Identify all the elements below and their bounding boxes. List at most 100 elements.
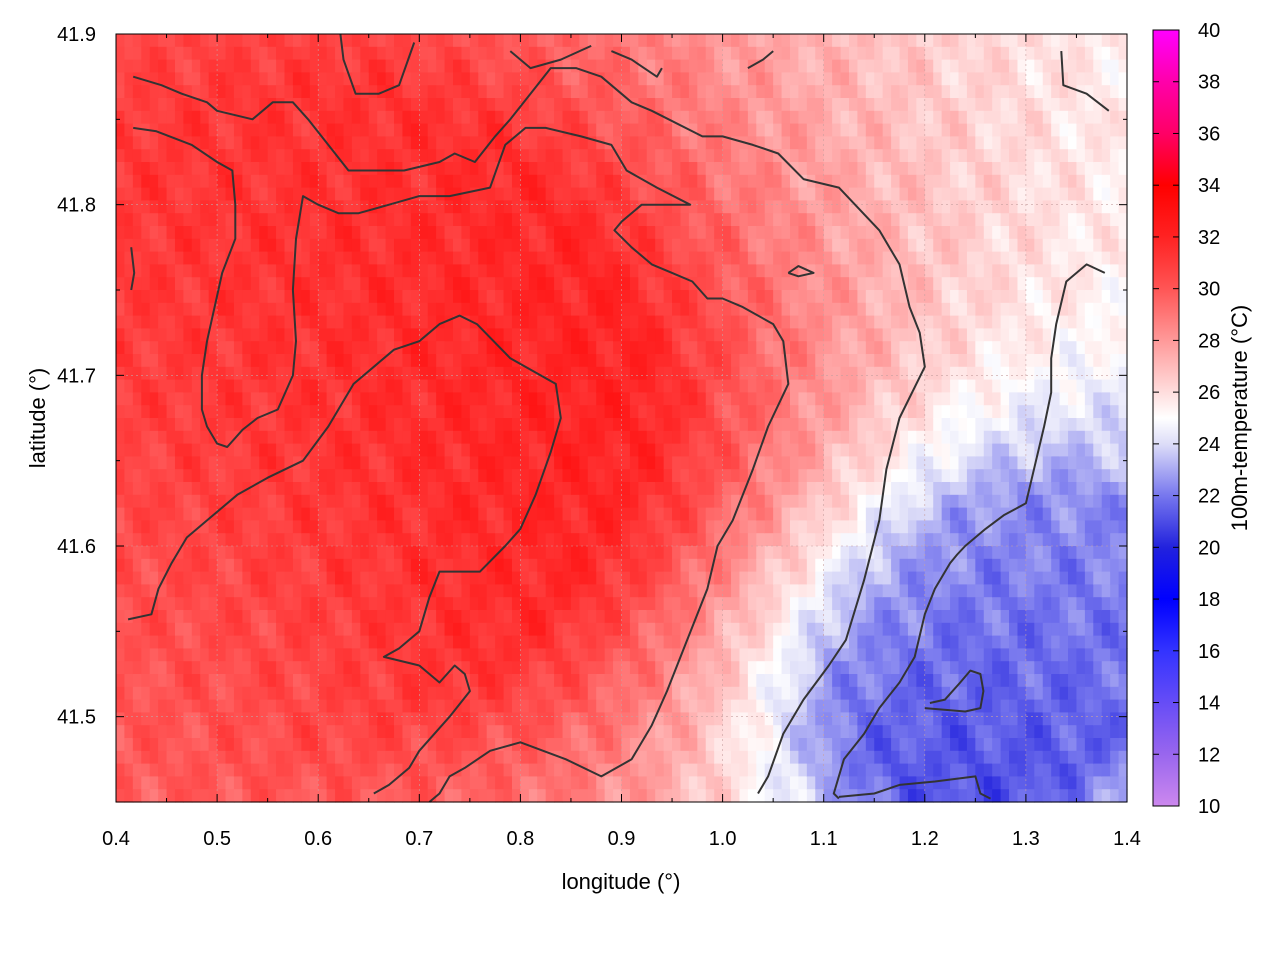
heatmap-cell (655, 418, 665, 432)
heatmap-cell (739, 776, 749, 790)
heatmap-cell (444, 379, 454, 393)
heatmap-cell (250, 533, 260, 547)
heatmap-cell (486, 290, 496, 304)
heatmap-cell (377, 610, 387, 624)
heatmap-cell (469, 776, 479, 790)
heatmap-cell (486, 494, 496, 509)
heatmap-cell (545, 392, 555, 406)
heatmap-cell (267, 98, 277, 112)
heatmap-cell (242, 648, 252, 662)
heatmap-cell (495, 469, 505, 483)
heatmap-cell (663, 405, 673, 419)
heatmap-cell (410, 494, 420, 509)
heatmap-cell (217, 738, 227, 752)
heatmap-cell (301, 622, 311, 637)
heatmap-cell (781, 251, 791, 265)
heatmap-cell (233, 674, 243, 688)
heatmap-cell (646, 763, 656, 777)
heatmap-cell (646, 277, 656, 291)
heatmap-cell (545, 610, 555, 624)
heatmap-cell (756, 405, 766, 419)
heatmap-cell (335, 494, 345, 509)
heatmap-cell (292, 34, 302, 48)
heatmap-cell (680, 226, 690, 240)
heatmap-cell (461, 558, 471, 573)
heatmap-cell (419, 648, 429, 662)
heatmap-cell (427, 546, 437, 560)
heatmap-cell (596, 187, 606, 201)
heatmap-cell (301, 136, 311, 150)
heatmap-cell (790, 584, 800, 598)
heatmap-cell (267, 46, 277, 61)
heatmap-cell (722, 226, 732, 240)
heatmap-cell (469, 354, 479, 368)
heatmap-cell (545, 648, 555, 662)
heatmap-cell (318, 738, 328, 752)
heatmap-cell (579, 46, 589, 61)
heatmap-cell (436, 379, 446, 393)
heatmap-cell (419, 34, 429, 48)
heatmap-cell (587, 149, 597, 163)
heatmap-cell (537, 571, 547, 585)
heatmap-cell (714, 725, 724, 739)
heatmap-cell (174, 354, 185, 368)
heatmap-cell (351, 149, 361, 163)
heatmap-cell (806, 98, 816, 112)
heatmap-cell (158, 290, 168, 304)
heatmap-cell (250, 661, 260, 675)
heatmap-cell (604, 379, 614, 393)
heatmap-cell (149, 302, 159, 317)
heatmap-cell (141, 354, 151, 368)
heatmap-cell (773, 712, 783, 726)
heatmap-cell (158, 174, 168, 189)
heatmap-cell (225, 725, 235, 739)
heatmap-cell (335, 136, 345, 150)
heatmap-cell (655, 136, 665, 150)
heatmap-cell (756, 763, 766, 777)
heatmap-cell (629, 290, 639, 304)
heatmap-cell (739, 149, 749, 163)
heatmap-cell (276, 200, 286, 214)
heatmap-cell (191, 456, 201, 470)
heatmap-cell (309, 34, 319, 48)
heatmap-cell (731, 187, 741, 201)
heatmap-cell (368, 315, 378, 329)
heatmap-cell (225, 750, 235, 765)
heatmap-cell (486, 123, 496, 137)
heatmap-cell (276, 315, 286, 329)
heatmap-cell (621, 136, 631, 150)
heatmap-cell (646, 162, 656, 176)
heatmap-cell (141, 72, 151, 86)
heatmap-cell (663, 72, 673, 86)
heatmap-cell (520, 558, 530, 573)
heatmap-cell (174, 546, 185, 560)
heatmap-cell (276, 661, 286, 675)
heatmap-cell (587, 469, 597, 483)
heatmap-cell (250, 98, 260, 112)
heatmap-cell (705, 584, 715, 598)
heatmap-cell (562, 315, 572, 329)
heatmap-cell (478, 392, 488, 406)
heatmap-cell (655, 379, 665, 393)
heatmap-cell (672, 85, 682, 99)
heatmap-cell (174, 507, 185, 521)
heatmap-cell (250, 72, 260, 86)
heatmap-cell (191, 430, 201, 445)
heatmap-cell (613, 354, 623, 368)
heatmap-cell (503, 610, 513, 624)
heatmap-cell (200, 123, 210, 137)
heatmap-cell (250, 277, 260, 291)
heatmap-cell (158, 699, 168, 713)
heatmap-cell (335, 72, 345, 86)
heatmap-cell (790, 494, 800, 509)
heatmap-cell (360, 213, 370, 227)
heatmap-cell (132, 226, 142, 240)
heatmap-cell (469, 789, 479, 803)
heatmap-cell (276, 213, 286, 227)
heatmap-cell (697, 110, 707, 125)
heatmap-cell (790, 341, 800, 355)
heatmap-cell (469, 610, 479, 624)
heatmap-cell (309, 162, 319, 176)
heatmap-cell (545, 341, 555, 355)
heatmap-cell (427, 251, 437, 265)
